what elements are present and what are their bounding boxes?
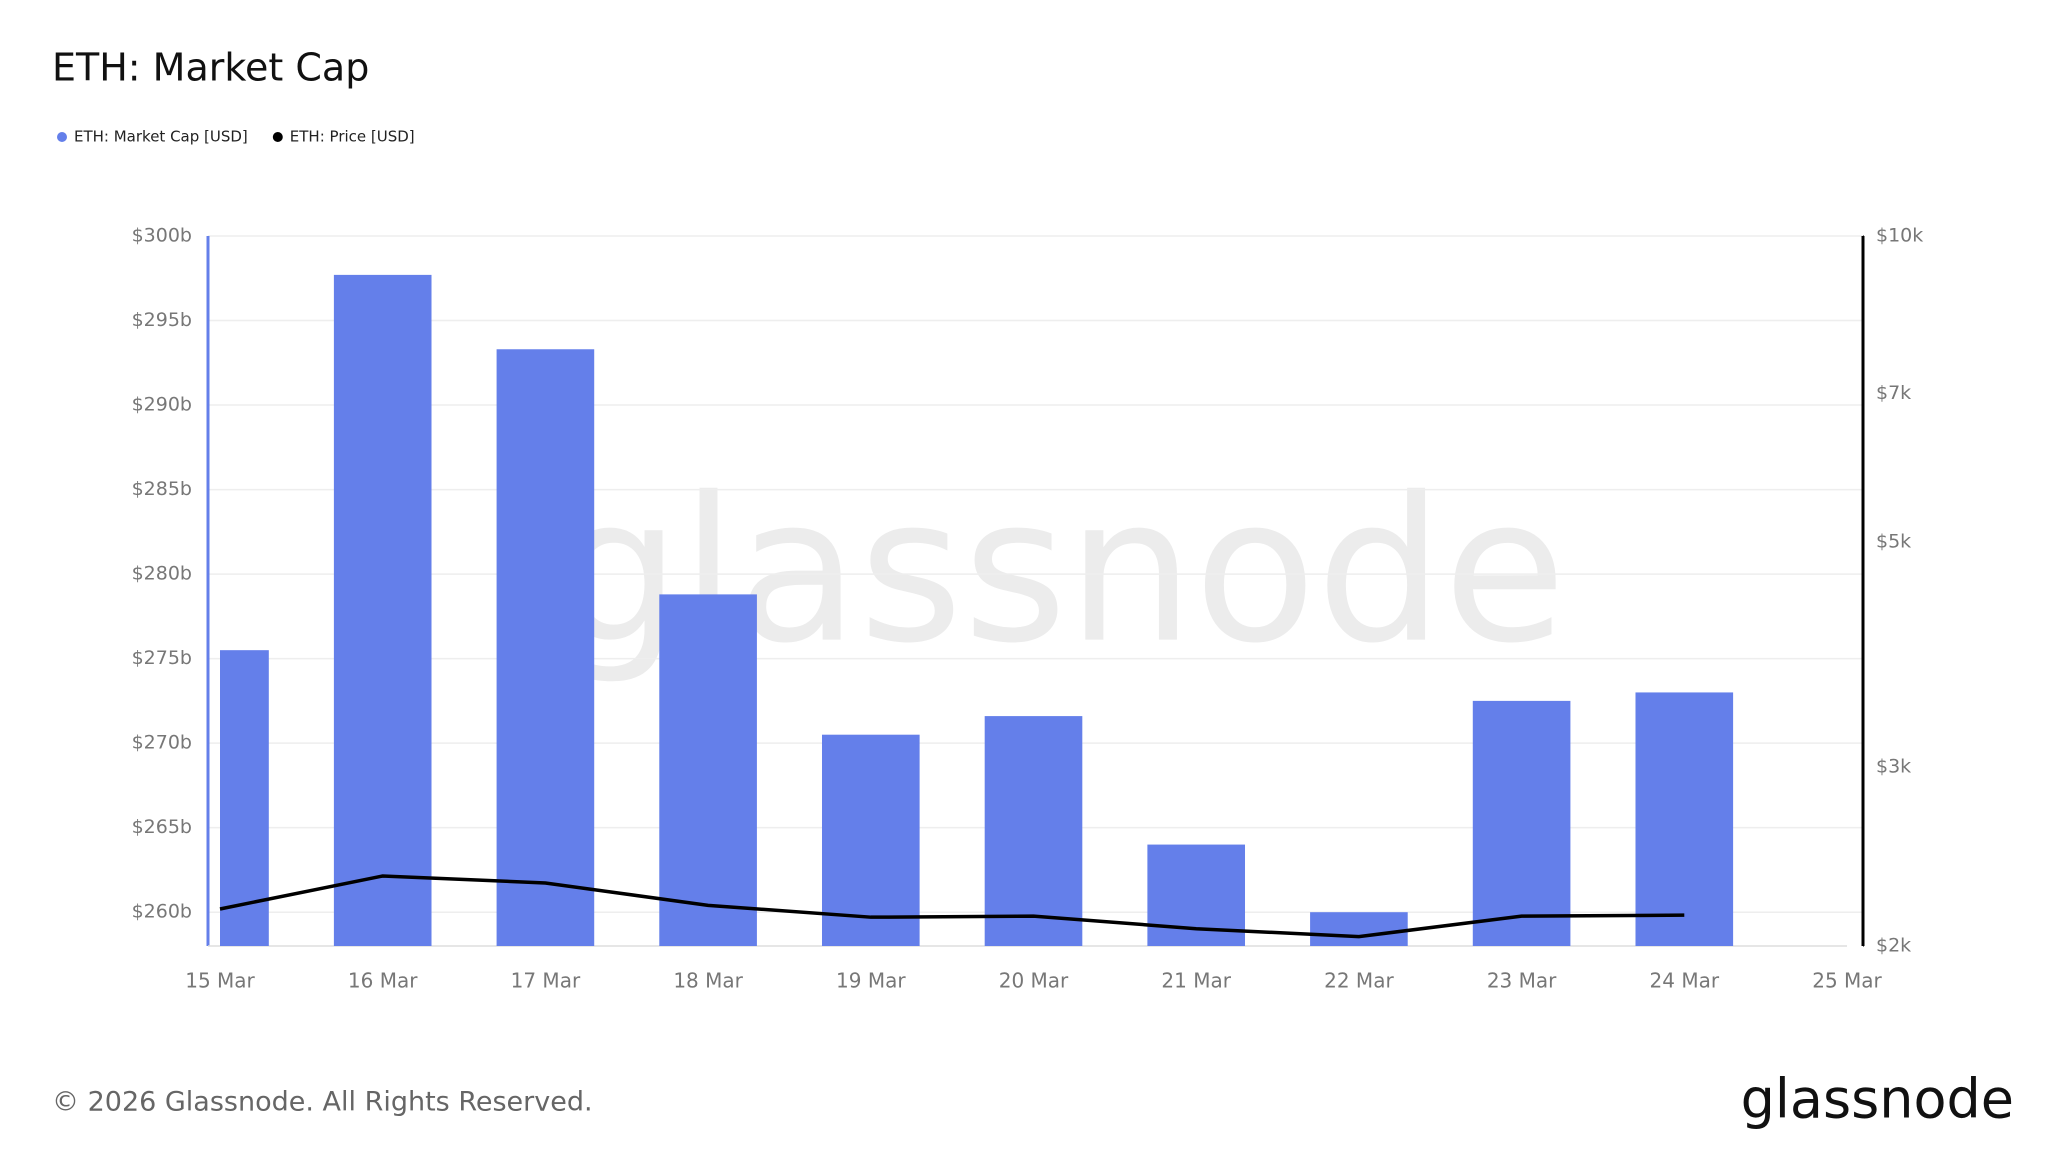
x-tick-label: 17 Mar	[511, 969, 581, 993]
y-tick-label: $260b	[132, 901, 192, 923]
bar	[333, 274, 432, 946]
x-tick-label: 24 Mar	[1650, 969, 1720, 993]
bar	[496, 349, 595, 946]
x-tick-label: 19 Mar	[836, 969, 906, 993]
y2-tick-label: $3k	[1876, 756, 1911, 778]
logo: glassnode	[1741, 1068, 2014, 1131]
y-tick-label: $285b	[132, 478, 192, 500]
y-tick-label: $290b	[132, 394, 192, 416]
bar	[220, 650, 269, 946]
bar	[821, 734, 920, 946]
legend-marker	[272, 132, 283, 142]
bar	[984, 716, 1083, 946]
y-tick-label: $280b	[132, 563, 192, 585]
copyright: © 2026 Glassnode. All Rights Reserved.	[52, 1087, 593, 1118]
price-line	[219, 874, 1685, 939]
y-tick-label: $275b	[132, 647, 192, 669]
x-tick-label: 18 Mar	[673, 969, 743, 993]
y2-tick-label: $10k	[1876, 225, 1923, 247]
x-tick-label: 22 Mar	[1324, 969, 1394, 993]
x-tick-label: 15 Mar	[185, 969, 255, 993]
y-tick-label: $270b	[132, 732, 192, 754]
x-tick-label: 16 Mar	[348, 969, 418, 993]
legend-label: ETH: Price [USD]	[290, 128, 415, 146]
x-tick-label: 20 Mar	[999, 969, 1069, 993]
legend-marker	[57, 132, 67, 142]
y-tick-label: $300b	[132, 225, 192, 247]
y2-tick-label: $2k	[1876, 935, 1911, 957]
y2-tick-label: $7k	[1876, 382, 1911, 404]
x-tick-label: 21 Mar	[1161, 969, 1231, 993]
bar	[1472, 700, 1571, 946]
bar	[1635, 692, 1734, 946]
legend-label: ETH: Market Cap [USD]	[74, 128, 248, 146]
bar	[659, 594, 757, 946]
x-tick-label: 23 Mar	[1487, 969, 1557, 993]
x-tick-label: 25 Mar	[1812, 969, 1882, 993]
y-tick-label: $265b	[132, 816, 192, 838]
bar	[1310, 912, 1408, 946]
y-tick-label: $295b	[132, 309, 192, 331]
chart-title: ETH: Market Cap	[52, 46, 369, 90]
y2-tick-label: $5k	[1876, 530, 1911, 552]
